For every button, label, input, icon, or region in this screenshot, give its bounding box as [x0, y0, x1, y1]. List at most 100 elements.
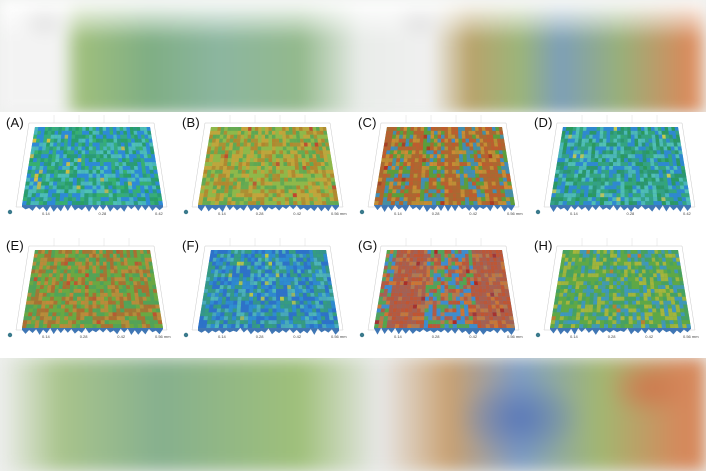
surface-cell [676, 189, 681, 194]
surface-cell [378, 320, 384, 325]
surface-cell [388, 257, 393, 262]
surface-cell [627, 127, 631, 131]
surface-cell [260, 181, 265, 186]
surface-cell [113, 253, 117, 258]
surface-cell [64, 316, 69, 321]
surface-cell [294, 281, 299, 286]
surface-cell [22, 324, 27, 328]
surface-cell [641, 201, 646, 205]
surface-cell [658, 134, 663, 139]
surface-cell [486, 296, 492, 301]
surface-cell [326, 324, 331, 328]
surface-cell [582, 162, 587, 166]
surface-cell [112, 320, 118, 325]
surface-cell [412, 138, 417, 143]
surface-cell [205, 177, 211, 182]
surface-cell [264, 173, 269, 178]
surface-cell [257, 289, 261, 293]
surface-cell [246, 277, 251, 282]
surface-cell [65, 300, 70, 305]
surface-cell [88, 142, 93, 147]
surface-cell [296, 265, 301, 270]
surface-cell [50, 134, 55, 139]
surface-cell [655, 181, 661, 186]
surface-cell [460, 189, 465, 194]
surface-cell [314, 292, 319, 297]
surface-cell [322, 127, 327, 131]
surface-cell [460, 304, 465, 309]
surface-cell [54, 169, 59, 174]
surface-cell [391, 197, 396, 202]
surface-cell [293, 269, 298, 274]
surface-cell [603, 201, 609, 205]
surface-cell [276, 308, 281, 313]
surface-cell [616, 150, 621, 155]
surface-cell [126, 250, 131, 254]
surface-cell [631, 154, 636, 159]
surface-cell [325, 292, 330, 297]
surface-cell [72, 177, 77, 182]
surface-cell [139, 304, 144, 309]
surface-cell [328, 166, 334, 170]
surface-cell [333, 193, 338, 198]
surface-cell [448, 300, 453, 305]
surface-cell [419, 201, 424, 205]
surface-cell [481, 285, 486, 289]
surface-cell [464, 308, 469, 313]
surface-cell [136, 158, 141, 163]
surface-cell [74, 146, 79, 151]
surface-cell [108, 185, 113, 190]
surface-cell [125, 158, 130, 163]
surface-cell [244, 300, 250, 305]
surface-cell [598, 150, 603, 155]
surface-cell [328, 312, 334, 317]
surface-cell [632, 201, 638, 205]
surface-cell [220, 158, 225, 163]
surface-cell [30, 296, 35, 301]
surface-cell [468, 257, 473, 262]
surface-cell [39, 166, 44, 170]
surface-cell [140, 193, 146, 198]
surface-cell [153, 292, 158, 297]
surface-cell [99, 277, 104, 282]
surface-cell [118, 277, 123, 282]
surface-cell [92, 265, 97, 270]
surface-cell [492, 312, 497, 317]
surface-cell [647, 130, 652, 135]
surface-cell [289, 257, 293, 262]
surface-cell [103, 292, 108, 297]
surface-cell [444, 177, 449, 182]
surface-cell [289, 324, 294, 328]
surface-cell [264, 189, 269, 194]
surface-cell [433, 265, 438, 270]
surface-cell [575, 134, 579, 139]
surface-cell [210, 324, 216, 328]
surface-cell [261, 142, 265, 147]
surface-cell [578, 257, 583, 262]
surface-cell [84, 197, 89, 202]
surface-cell [440, 177, 445, 182]
surface-cell [401, 142, 406, 147]
surface-cell [462, 265, 466, 270]
panel-f: 0.14 0.28 0.42 0.56 mm (F) [176, 235, 352, 358]
surface-cell [417, 177, 422, 182]
surface-cell [639, 177, 645, 182]
surface-cell [231, 154, 236, 159]
surface-cell [66, 162, 71, 166]
surface-cell [89, 250, 93, 254]
surface-cell [481, 197, 486, 202]
surface-cell [252, 296, 257, 301]
panel-label-g: (G) [358, 238, 378, 253]
surface-cell [129, 162, 134, 166]
surface-cell [39, 316, 45, 321]
surface-cell [223, 253, 228, 258]
surface-cell [256, 320, 261, 325]
surface-cell [420, 312, 425, 317]
surface-cell [461, 127, 466, 131]
surface-cell [315, 181, 320, 186]
surface-cell [315, 185, 321, 190]
surface-cell [289, 253, 293, 258]
surface-cell [478, 292, 483, 297]
surface-cell [48, 154, 53, 159]
surface-cell [96, 189, 101, 194]
